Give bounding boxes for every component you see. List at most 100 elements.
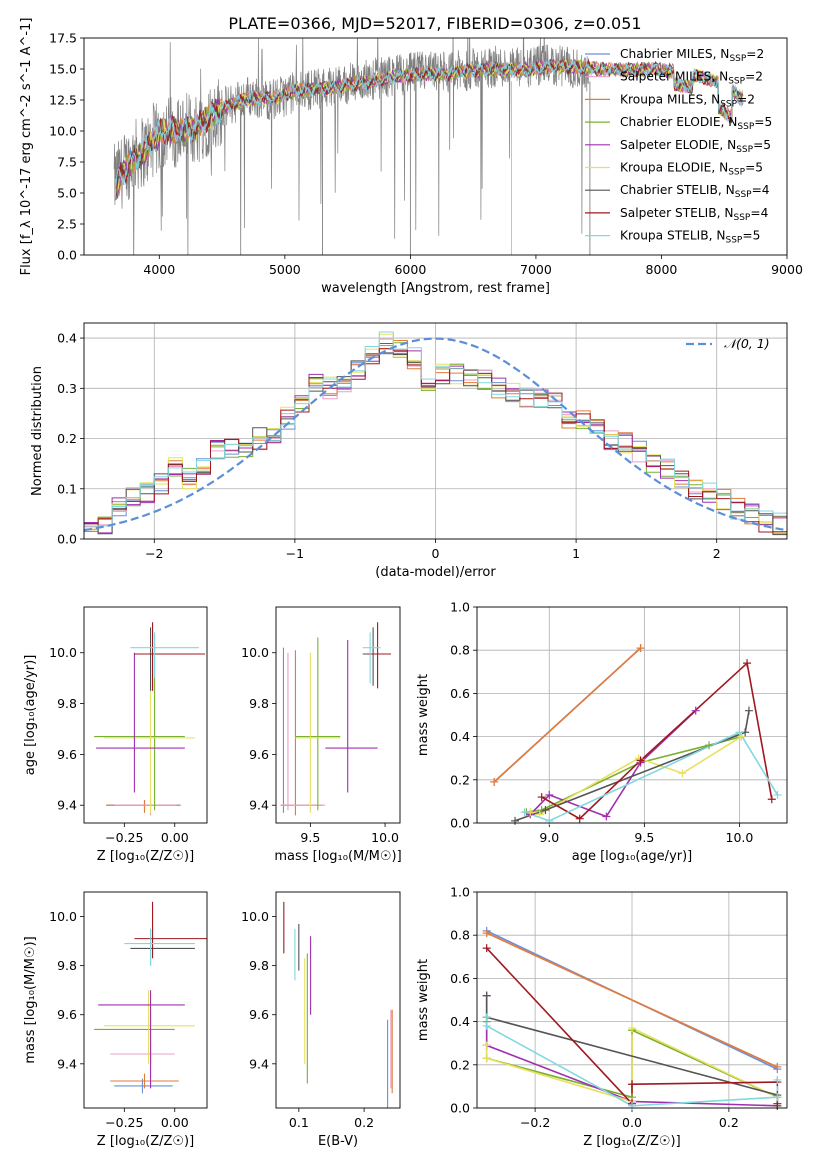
mass-weight-marker xyxy=(537,793,546,802)
mass-weight-line xyxy=(486,932,778,1068)
y-tick-label: 0.8 xyxy=(450,643,470,658)
mass-weight-marker xyxy=(735,728,744,737)
residuals-legend: 𝒩(0, 1) xyxy=(686,336,770,351)
y-tick-label: 10.0 xyxy=(49,909,77,924)
y-tick-label: 10.0 xyxy=(241,909,269,924)
y-axis-label: mass [log₁₀(M/M☉)] xyxy=(23,936,38,1063)
age-vs-mass-axes: 9.5 10.0 9.4 9.6 9.8 10.0 mass [log₁₀(M/M☉)] xyxy=(241,645,402,864)
x-tick-label: 10.0 xyxy=(726,830,754,845)
legend-model-name: Kroupa ELODIE xyxy=(620,161,711,175)
mass-vs-ebv-frame xyxy=(275,891,401,1109)
mass-weight-marker xyxy=(678,769,687,778)
x-tick-label: 2 xyxy=(713,546,721,561)
y-tick-label: 0.6 xyxy=(450,686,470,701)
spectrum-plot-area xyxy=(113,38,744,255)
y-tick-label: 9.8 xyxy=(249,696,269,711)
mass-weight-marker xyxy=(482,944,491,953)
x-tick-label: −1 xyxy=(286,546,304,561)
legend-nssp-prefix: , N xyxy=(721,115,738,129)
mass-weight-marker xyxy=(541,806,550,815)
legend-model-name: Kroupa MILES xyxy=(620,92,704,106)
mass-weight-marker xyxy=(705,741,714,750)
model-spectrum-line xyxy=(114,59,744,195)
mass-weight-marker xyxy=(628,1101,636,1110)
y-axis-label: age [log₁₀(age/yr)] xyxy=(23,655,38,776)
residuals-axes: −2 −1 0 1 2 0.0 0.1 0.2 0.3 0.4 (data-model)/error… xyxy=(30,323,787,580)
x-tick-label: −0.25 xyxy=(105,1115,143,1130)
y-tick-label: 17.5 xyxy=(49,31,77,46)
y-tick-label: 9.4 xyxy=(249,798,269,813)
x-tick-label: −0.25 xyxy=(105,830,143,845)
mass-weight-marker xyxy=(575,814,584,823)
legend-nssp-prefix: , N xyxy=(711,70,728,84)
y-tick-label: 0.4 xyxy=(57,331,77,346)
mass-vs-Z-axes: −0.25 0.00 9.4 9.6 9.8 10.0 Z [log₁₀(Z/Z☉)] mas… xyxy=(23,909,194,1149)
mass-vs-Z-plot-area xyxy=(94,901,207,1094)
x-tick-label: 4000 xyxy=(143,262,175,277)
mass-weight-line xyxy=(541,661,773,820)
x-axis-label: Z [log₁₀(Z/Z☉)] xyxy=(583,1134,680,1149)
x-tick-label: 0.1 xyxy=(289,1115,309,1130)
legend-model-name: Chabrier MILES xyxy=(620,47,713,61)
figure-title: PLATE=0366, MJD=52017, FIBERID=0306, z=0… xyxy=(228,14,641,33)
residual-histogram-step xyxy=(84,348,787,533)
legend-model-name: Chabrier STELIB xyxy=(620,183,718,197)
y-axis-label: mass weight xyxy=(416,959,431,1041)
x-axis-label: wavelength [Angstrom, rest frame] xyxy=(321,281,550,296)
age-vs-Z-plot-area xyxy=(94,622,205,816)
y-axis-label: Flux [f_λ 10^-17 erg cm^-2 s^-1 A^-1] xyxy=(19,18,34,276)
x-axis-label: E(B-V) xyxy=(318,1134,358,1149)
y-tick-label: 0.2 xyxy=(57,431,77,446)
y-tick-label: 9.8 xyxy=(57,958,77,973)
x-axis-label: (data-model)/error xyxy=(375,565,496,580)
legend-nssp-subscript: SSP xyxy=(735,190,752,200)
y-tick-label: 0.4 xyxy=(450,1014,470,1029)
y-axis-label: Normed distribution xyxy=(30,366,45,496)
y-tick-label: 1.0 xyxy=(450,600,470,615)
x-tick-label: 9.5 xyxy=(300,830,320,845)
weight-vs-age-axes: 9.0 9.5 10.0 0.0 0.2 0.4 0.6 0.8 1.0 age [log₁₀(a… xyxy=(416,600,787,864)
y-tick-label: 9.6 xyxy=(249,1007,269,1022)
y-tick-label: 15.0 xyxy=(49,62,77,77)
y-tick-label: 2.5 xyxy=(57,217,77,232)
legend-entry: Kroupa STELIB, NSSP=5 xyxy=(620,229,760,246)
y-tick-label: 0.6 xyxy=(450,971,470,986)
mass-vs-ebv-axes: 0.1 0.2 9.4 9.6 9.8 10.0 E(B-V) xyxy=(241,909,374,1149)
legend-entry: Salpeter ELODIE, NSSP=5 xyxy=(620,138,771,155)
legend-entry: Salpeter STELIB, NSSP=4 xyxy=(620,206,769,223)
legend-model-name: Chabrier ELODIE xyxy=(620,115,721,129)
mass-weight-line xyxy=(524,731,779,822)
mass-weight-marker xyxy=(602,812,611,821)
x-tick-label: 0 xyxy=(432,546,440,561)
legend-nssp-subscript: SSP xyxy=(728,77,745,87)
legend-model-name: Salpeter ELODIE xyxy=(620,138,719,152)
age-vs-Z-axes: −0.25 0.00 9.4 9.6 9.8 10.0 Z [log₁₀(Z/Z☉)] age… xyxy=(23,645,194,864)
legend-entry: Kroupa ELODIE, NSSP=5 xyxy=(620,161,763,178)
legend-nssp-value: =5 xyxy=(754,115,772,129)
age-vs-mass-plot-area xyxy=(280,622,392,816)
mass-weight-marker xyxy=(490,777,499,786)
y-tick-label: 0.0 xyxy=(57,248,77,263)
legend-nssp-value: =4 xyxy=(752,183,770,197)
mass-weight-marker xyxy=(520,808,529,817)
x-tick-label: 9.0 xyxy=(539,830,559,845)
y-tick-label: 9.8 xyxy=(57,696,77,711)
legend-entry: Salpeter MILES, NSSP=2 xyxy=(620,70,763,87)
spectrum-frame xyxy=(83,37,788,256)
legend-nssp-value: =2 xyxy=(737,92,755,106)
mass-weight-marker xyxy=(743,659,752,668)
y-tick-label: 9.6 xyxy=(249,747,269,762)
mass-weight-line xyxy=(493,647,642,783)
y-tick-label: 0.0 xyxy=(57,532,77,547)
legend-nssp-value: =4 xyxy=(750,206,768,220)
mass-weight-marker xyxy=(482,1054,491,1063)
mass-weight-marker xyxy=(737,732,746,741)
x-axis-label: Z [log₁₀(Z/Z☉)] xyxy=(97,849,194,864)
mass-weight-marker xyxy=(636,756,645,765)
legend-nssp-subscript: SSP xyxy=(729,54,746,64)
legend-nssp-value: =5 xyxy=(753,138,771,152)
legend-nssp-subscript: SSP xyxy=(720,99,737,109)
y-tick-label: 10.0 xyxy=(241,645,269,660)
legend-model-name: Kroupa STELIB xyxy=(620,229,709,243)
